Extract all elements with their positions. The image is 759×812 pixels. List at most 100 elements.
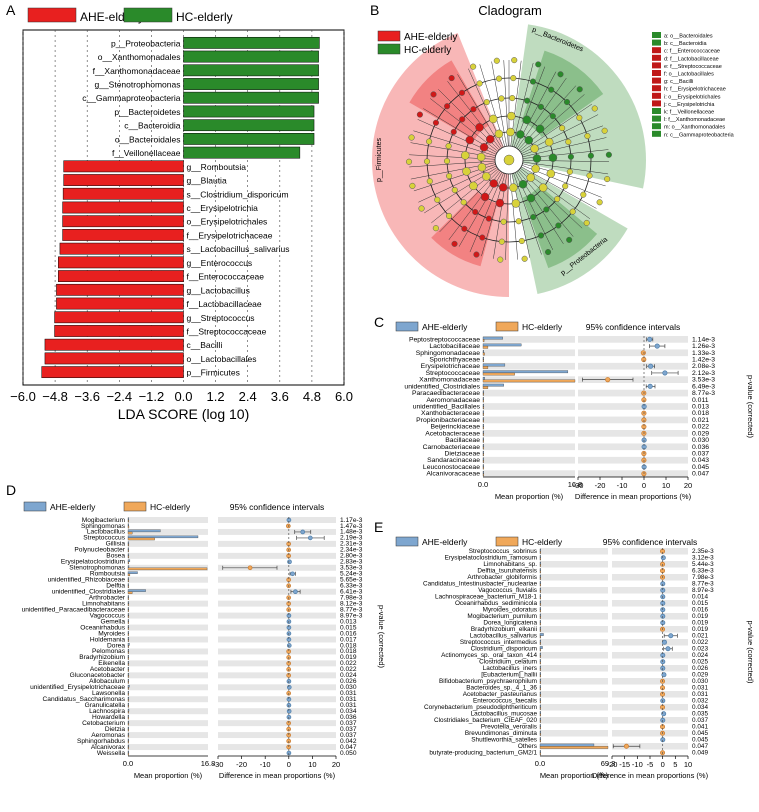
mean-bar-hc	[127, 573, 131, 577]
tree-node	[461, 225, 468, 232]
feature-name: Bradyrhizobium	[79, 654, 125, 661]
p-value: 6.41e-3	[340, 588, 363, 595]
row-band	[612, 587, 688, 594]
prop-tick-label: 69.3	[601, 759, 616, 768]
feature-name: Others	[518, 743, 537, 750]
feature-name: Lachnospira	[89, 708, 125, 715]
tree-node	[538, 183, 548, 192]
p-value: 0.047	[340, 744, 357, 751]
feature-name: Streptococcus_intermedius	[460, 639, 537, 646]
tree-node	[531, 164, 540, 173]
diff-point	[286, 523, 291, 529]
panel-e-error-bar-chart: E AHE-elderly HC-elderly 95% confidence int…	[374, 519, 755, 780]
tree-node	[509, 95, 516, 102]
mean-bar-ahe	[539, 646, 543, 649]
mean-bar-ahe	[127, 583, 129, 586]
row-band	[128, 528, 208, 535]
mean-bar-ahe	[127, 625, 129, 628]
tree-node	[488, 114, 498, 124]
p-value: 0.043	[692, 457, 709, 464]
tree-branch	[439, 169, 500, 233]
prop-axis-label: Mean proportion (%)	[495, 492, 564, 501]
row-band	[218, 684, 336, 691]
feature-name: Erysipelotrichaceae	[421, 363, 481, 370]
mean-bar-ahe	[127, 553, 129, 556]
bar-label: f__Lactobacillaceae	[187, 299, 262, 309]
row-band	[483, 456, 575, 464]
feature-name: Mogibacterium_pumilum	[467, 613, 537, 620]
mean-bar-ahe	[127, 679, 129, 682]
tree-node	[426, 138, 433, 145]
row-band	[128, 552, 208, 559]
diff-point	[660, 555, 666, 561]
mean-bar-hc	[539, 694, 541, 697]
p-value: 0.016	[692, 607, 708, 614]
panel-label-a: A	[6, 2, 16, 18]
mean-bar-hc	[539, 622, 541, 626]
p-value: 5.44e-3	[692, 561, 714, 568]
feature-name: Xanthomonadaceae	[419, 377, 480, 384]
tree-node	[432, 225, 439, 232]
bar-label: g__Enterococcus	[187, 258, 253, 268]
row-band	[540, 704, 608, 711]
mean-bar-ahe	[482, 377, 485, 380]
feature-name: Cetobacterium	[82, 720, 125, 727]
feature-name: Arthrobacter_globiformis	[467, 574, 537, 581]
row-band	[483, 403, 575, 410]
row-band	[128, 624, 208, 631]
diff-point	[286, 684, 292, 690]
x-tick-label: −4.8	[42, 389, 68, 404]
prop-axis-label: Mean proportion (%)	[134, 771, 203, 780]
p-value: 0.047	[692, 471, 709, 478]
p-value: 0.037	[340, 720, 357, 727]
row-band	[578, 456, 688, 464]
bar-label: p__Proteobacteria	[111, 38, 181, 48]
x-tick-label: 0.0	[174, 389, 192, 404]
p-value: 5.24e-3	[340, 571, 363, 578]
key-swatch	[652, 70, 661, 76]
tree-node	[532, 154, 542, 163]
panel-b-cladogram: B Cladogramp__Firmicutesp__Bacteroidetesp…	[370, 2, 735, 298]
mean-bar-hc	[127, 681, 129, 684]
mean-bar-hc	[127, 591, 133, 594]
feature-name: Arthrobacter	[89, 594, 126, 601]
row-band	[540, 717, 608, 724]
x-tick-label: −3.6	[74, 389, 100, 404]
p-value: 0.034	[340, 708, 357, 715]
mean-bar-hc	[127, 687, 129, 690]
key-swatch	[652, 47, 661, 54]
row-band	[612, 561, 688, 568]
key-entry: e: f__Streptococcaceae	[664, 64, 722, 70]
mean-bar-hc	[127, 705, 129, 708]
row-band	[128, 732, 208, 739]
diff-axis-label: Difference in mean proportions (%)	[592, 771, 709, 780]
legend-hc-label: HC-elderly	[522, 537, 563, 547]
mean-bar-hc	[127, 603, 129, 606]
row-band	[540, 600, 608, 607]
tree-node	[507, 111, 516, 121]
mean-bar-hc	[127, 669, 129, 672]
feature-name: Romboutsia	[90, 571, 126, 578]
p-value: 0.030	[692, 437, 709, 444]
tree-node	[586, 172, 593, 179]
mean-bar-ahe	[127, 547, 129, 551]
mean-bar-ahe	[127, 607, 129, 610]
mean-bar-hc	[127, 549, 129, 553]
mean-bar-hc	[482, 372, 515, 376]
mean-bar-ahe	[539, 711, 541, 714]
p-value: 1.17e-3	[340, 517, 363, 524]
tree-node	[557, 71, 564, 78]
p-value: 0.049	[692, 750, 708, 757]
p-value: 0.047	[692, 743, 708, 750]
p-value: 0.026	[692, 665, 708, 672]
tree-node	[495, 75, 503, 82]
bar-label: f__Erysipelotrichaceae	[187, 230, 273, 240]
mean-bar-ahe	[127, 643, 130, 646]
mean-bar-ahe	[482, 336, 503, 340]
legend-ahe-label: AHE-elderly	[422, 322, 468, 332]
feature-name: Gluconacetobacter	[70, 672, 126, 679]
tree-node	[498, 238, 505, 245]
bar-label: c__Bacilli	[187, 340, 223, 350]
mean-bar-hc	[539, 668, 541, 671]
tree-node	[554, 195, 561, 203]
